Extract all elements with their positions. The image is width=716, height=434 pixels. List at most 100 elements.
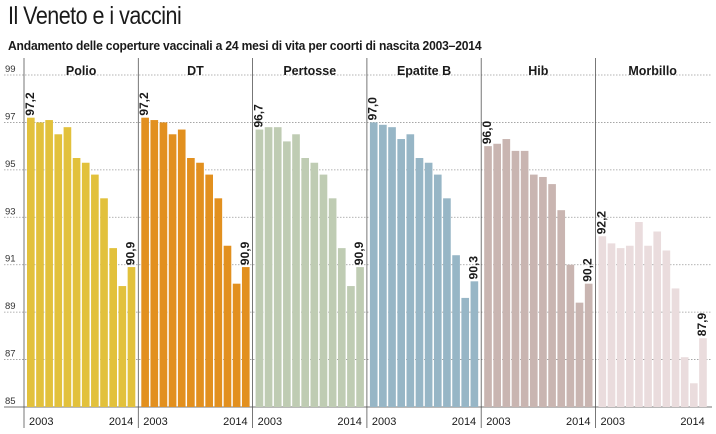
bar: [214, 198, 223, 407]
data-label: 87,9: [695, 313, 709, 337]
bar: [150, 120, 159, 408]
bar: [452, 255, 460, 407]
bar: [177, 129, 186, 408]
bar: [196, 162, 204, 407]
bar: [433, 174, 442, 407]
data-label: 92,2: [594, 211, 608, 235]
bar: [100, 198, 108, 407]
panel-title: Morbillo: [628, 64, 677, 78]
data-label: 97,2: [137, 92, 151, 116]
bar: [118, 286, 127, 407]
bar: [27, 117, 35, 407]
bar: [415, 158, 424, 407]
bar: [205, 174, 213, 407]
bar: [671, 288, 680, 407]
bar: [127, 267, 136, 407]
bar: [635, 222, 643, 407]
bar: [625, 245, 634, 407]
chart-subtitle: Andamento delle coperture vaccinali a 24…: [8, 38, 482, 53]
panel-title: Polio: [66, 64, 97, 78]
bar: [584, 283, 593, 407]
bar: [72, 158, 81, 407]
bar: [319, 174, 328, 407]
data-label: 90,3: [466, 256, 480, 280]
bar: [337, 248, 346, 407]
y-tick-label: 85: [5, 396, 16, 407]
bar: [36, 122, 44, 407]
bar: [493, 143, 501, 407]
bar: [141, 117, 149, 407]
bar: [264, 127, 273, 408]
bar: [406, 134, 415, 408]
bar: [484, 146, 492, 407]
bar: [575, 302, 584, 407]
bar: [347, 286, 355, 407]
bar: [424, 162, 433, 407]
bar: [397, 139, 405, 407]
bar: [443, 198, 451, 407]
bar: [598, 236, 607, 407]
panel-title: Pertosse: [283, 64, 336, 78]
bar: [557, 210, 566, 407]
bar: [255, 129, 264, 408]
bar: [502, 139, 511, 407]
bar: [511, 150, 520, 407]
bar: [653, 231, 662, 407]
bar: [328, 198, 337, 407]
panel-dt: DT 97,2 90,9 2003 2014: [137, 58, 252, 428]
bar: [699, 338, 707, 407]
x-tick-label: 2003: [258, 416, 282, 428]
bar: [273, 127, 282, 408]
bar: [241, 267, 250, 407]
y-tick-label: 97: [5, 111, 16, 122]
bar: [168, 134, 177, 408]
bar: [566, 264, 575, 407]
bar: [301, 158, 309, 407]
data-label: 90,9: [352, 241, 366, 265]
bar: [662, 250, 671, 407]
x-tick-label: 2014: [452, 416, 476, 428]
bar: [63, 127, 72, 408]
x-tick-label: 2003: [601, 416, 625, 428]
bar: [548, 184, 556, 407]
panel-epatite-b: Epatite B 97,0 90,3 2003 2014: [366, 58, 480, 428]
bar: [292, 134, 300, 408]
bar: [109, 248, 117, 407]
x-tick-label: 2014: [680, 416, 704, 428]
bar: [520, 150, 529, 407]
data-label: 90,9: [238, 241, 252, 265]
bar: [232, 283, 241, 407]
bar: [388, 127, 396, 408]
x-tick-label: 2014: [109, 416, 133, 428]
bar: [369, 122, 378, 407]
bar: [310, 162, 319, 407]
bar: [356, 267, 364, 407]
bar: [283, 141, 291, 407]
panel-morbillo: Morbillo 92,2 87,9 2003 2014: [594, 58, 709, 428]
data-label: 90,2: [581, 258, 595, 282]
panel-title: DT: [187, 64, 204, 78]
bar: [644, 245, 652, 407]
y-tick-label: 91: [5, 254, 16, 265]
panel-polio: Polio 97,2 90,9 2003 2014: [23, 58, 137, 428]
panel-pertosse: Pertosse 96,7 90,9 2003 2014: [251, 58, 366, 428]
x-tick-label: 2014: [223, 416, 247, 428]
bar: [470, 281, 479, 407]
x-tick-label: 2003: [372, 416, 396, 428]
bar: [81, 162, 90, 407]
bar: [54, 134, 63, 408]
chart-title: Il Veneto e i vaccini: [8, 2, 182, 30]
bar: [616, 248, 625, 407]
panel-title: Epatite B: [397, 64, 451, 78]
data-label: 96,0: [480, 120, 494, 144]
x-tick-label: 2003: [486, 416, 510, 428]
x-tick-label: 2014: [566, 416, 590, 428]
x-tick-label: 2003: [143, 416, 167, 428]
panel-hib: Hib 96,0 90,2 2003 2014: [480, 58, 595, 428]
y-tick-label: 95: [5, 159, 16, 170]
x-tick-label: 2003: [29, 416, 53, 428]
bar: [187, 158, 195, 407]
data-label: 90,9: [123, 241, 137, 265]
bar: [461, 297, 470, 407]
data-label: 96,7: [251, 104, 265, 128]
